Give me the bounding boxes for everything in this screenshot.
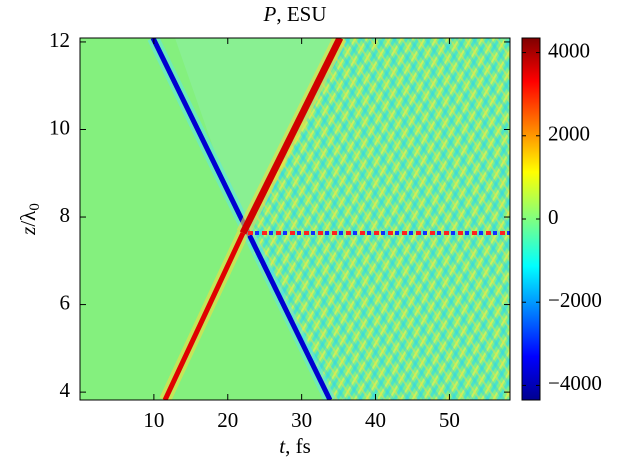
y-label-subscript: 0 bbox=[27, 203, 43, 211]
colorbar-tick-label: −4000 bbox=[548, 371, 602, 395]
y-tick-label: 10 bbox=[49, 115, 70, 139]
chart-title: P, ESU bbox=[262, 2, 326, 26]
x-tick-label: 20 bbox=[217, 408, 238, 432]
y-label-symbol: z bbox=[16, 227, 40, 236]
plot-frame bbox=[79, 37, 511, 401]
y-tick-label: 12 bbox=[49, 28, 70, 52]
x-tick-label: 40 bbox=[365, 408, 386, 432]
colorbar-tick-label: −2000 bbox=[548, 288, 602, 312]
colorbar-tick-label: 4000 bbox=[548, 38, 590, 62]
title-symbol: P bbox=[262, 2, 276, 26]
heatmap-image bbox=[80, 38, 510, 400]
x-tick-label: 30 bbox=[291, 408, 312, 432]
y-axis-label: z/λ0 bbox=[16, 203, 44, 236]
x-label-text: , fs bbox=[285, 434, 311, 458]
y-tick-label: 6 bbox=[60, 290, 71, 314]
y-tick-label: 4 bbox=[60, 378, 71, 402]
x-tick-label: 10 bbox=[143, 408, 164, 432]
x-label-symbol: t bbox=[279, 434, 286, 458]
colorbar-tick-label: 0 bbox=[548, 205, 559, 229]
x-tick-label: 50 bbox=[439, 408, 460, 432]
y-label-text: /λ bbox=[16, 210, 40, 227]
colorbar-tick-label: 2000 bbox=[548, 122, 590, 146]
title-text: , ESU bbox=[276, 2, 326, 26]
y-tick-label: 8 bbox=[60, 203, 71, 227]
x-axis-label: t, fs bbox=[279, 434, 311, 458]
